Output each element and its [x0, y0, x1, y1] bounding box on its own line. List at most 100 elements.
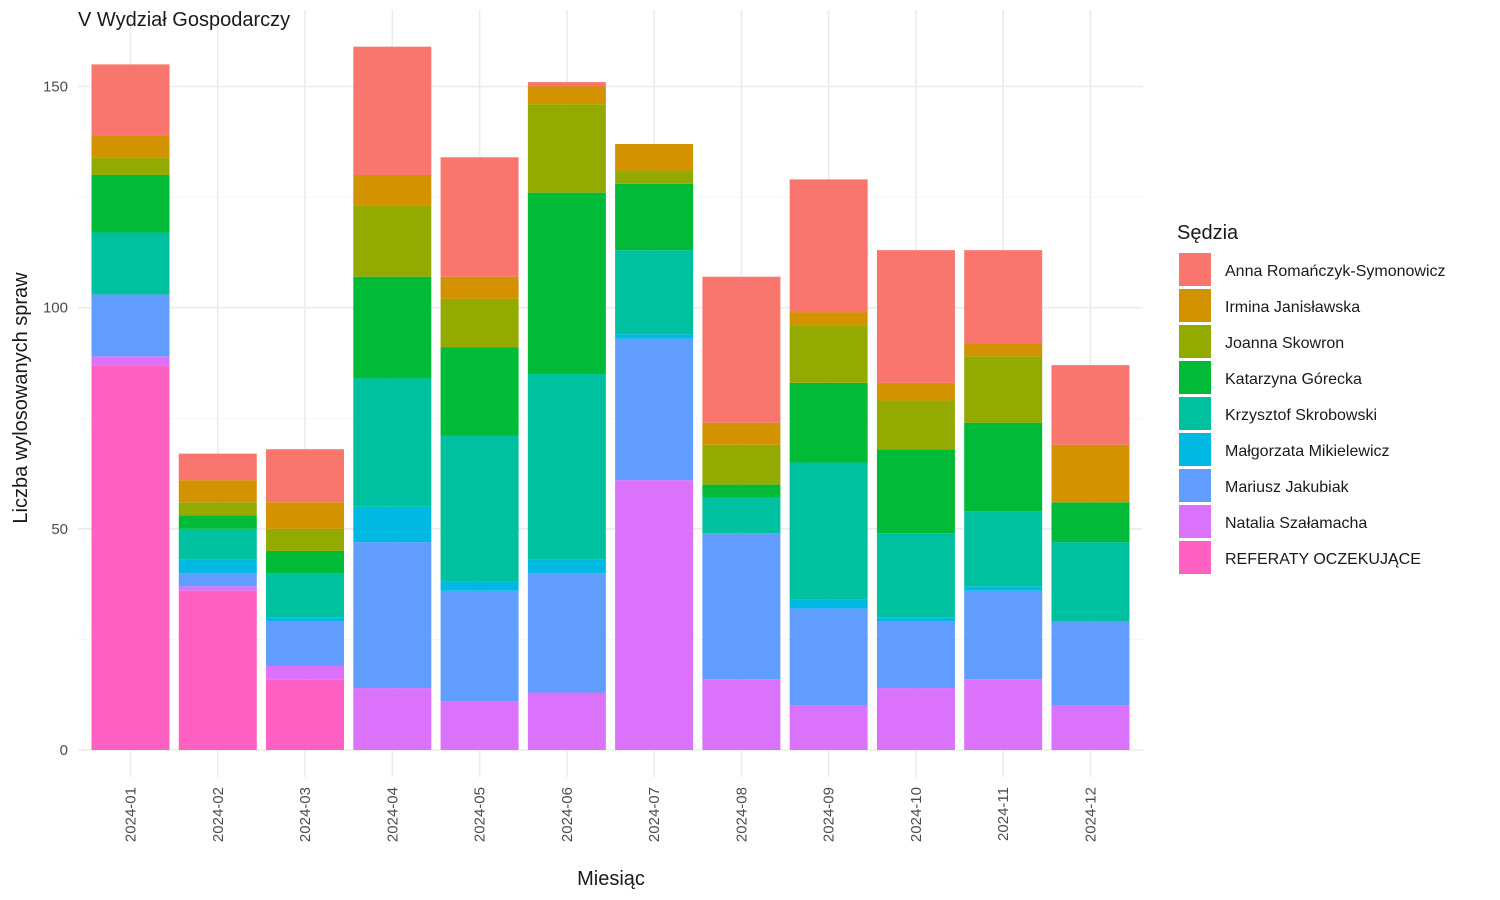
y-axis-title: Liczba wylosowanych spraw	[10, 272, 32, 524]
bar-segment	[266, 449, 345, 503]
bar-segment	[440, 701, 519, 750]
legend-swatch	[1179, 361, 1211, 394]
legend: Sędzia Anna Romańczyk-Symonowicz Irmina J…	[1177, 222, 1446, 574]
bar-segment	[527, 573, 606, 693]
legend-swatch	[1179, 469, 1211, 502]
bar-segment	[876, 617, 955, 622]
legend-swatch	[1179, 541, 1211, 574]
bar-segment	[615, 250, 694, 335]
bar-segment	[964, 590, 1043, 680]
bar-segment	[1051, 621, 1130, 706]
bar-segment	[876, 449, 955, 534]
x-tick-label: 2024-10	[908, 787, 925, 842]
bar-segment	[615, 334, 694, 339]
bar-segment	[789, 705, 868, 750]
bar-segment	[964, 586, 1043, 591]
bar-segment	[91, 232, 170, 295]
bar-segment	[266, 528, 345, 551]
bar-segment	[789, 325, 868, 383]
bar-segment	[1051, 542, 1130, 622]
bar-segment	[964, 422, 1043, 512]
legend-swatch	[1179, 397, 1211, 430]
bar-segment	[178, 480, 257, 503]
bar-segment	[353, 688, 432, 750]
bar-segment	[527, 374, 606, 560]
x-axis-title: Miesiąc	[577, 868, 645, 890]
bar-segment	[876, 250, 955, 383]
legend-swatch	[1179, 289, 1211, 322]
legend-swatch	[1179, 433, 1211, 466]
y-tick-label: 0	[60, 742, 68, 759]
bar-segment	[266, 679, 345, 750]
bar-segment	[178, 515, 257, 529]
x-tick-label: 2024-07	[646, 787, 663, 842]
bar-segment	[964, 356, 1043, 423]
bar-segment	[615, 338, 694, 481]
y-axis-ticks: 0 50 100 150	[43, 79, 68, 760]
bar-segment	[964, 250, 1043, 344]
bar-segment	[876, 688, 955, 750]
legend-label: REFERATY OCZEKUJĄCE	[1225, 551, 1421, 568]
bar-segment	[266, 621, 345, 666]
bar-segment	[353, 46, 432, 175]
bar-segment	[91, 64, 170, 136]
bar-segment	[702, 679, 781, 750]
bar-segment	[91, 135, 170, 158]
bar-segment	[615, 183, 694, 251]
bar-segment	[353, 378, 432, 507]
bar-segment	[91, 174, 170, 233]
legend-label: Anna Romańczyk-Symonowicz	[1225, 263, 1446, 280]
bar-segment	[876, 621, 955, 689]
y-tick-label: 50	[51, 521, 68, 538]
bar-segment	[789, 382, 868, 463]
bar-segment	[527, 86, 606, 105]
bar-segment	[440, 581, 519, 591]
legend-label: Krzysztof Skrobowski	[1225, 407, 1377, 424]
bar-segment	[91, 356, 170, 366]
bar-segment	[353, 542, 432, 689]
legend-title: Sędzia	[1177, 222, 1239, 244]
bar-segment	[353, 174, 432, 206]
x-tick-label: 2024-03	[297, 787, 314, 842]
x-tick-label: 2024-09	[821, 787, 838, 842]
legend-swatch	[1179, 505, 1211, 538]
bar-segment	[702, 276, 781, 423]
bar-segment	[789, 312, 868, 326]
bar-segment	[178, 559, 257, 574]
bar-segment	[91, 365, 170, 750]
bar-segment	[527, 692, 606, 750]
legend-swatch	[1179, 325, 1211, 358]
bar-segment	[789, 608, 868, 706]
y-tick-label: 150	[43, 79, 68, 96]
bar-segment	[266, 573, 345, 618]
x-axis-ticks: 2024-01 2024-02 2024-03 2024-04 2024-05 2024-…	[123, 787, 1100, 842]
bar-segment	[91, 294, 170, 357]
x-tick-label: 2024-06	[559, 787, 576, 842]
bar-segment	[440, 590, 519, 702]
bar-segment	[615, 144, 694, 171]
legend-swatch	[1179, 253, 1211, 286]
bar-segment	[702, 444, 781, 485]
legend-label: Irmina Janisławska	[1225, 299, 1360, 316]
x-tick-label: 2024-11	[995, 787, 1012, 841]
bar-segment	[527, 82, 606, 87]
x-tick-label: 2024-05	[472, 787, 489, 842]
bar-segment	[1051, 365, 1130, 445]
bar-segment	[178, 590, 257, 750]
bar-segment	[964, 343, 1043, 357]
x-tick-label: 2024-08	[733, 787, 750, 842]
bar-segment	[178, 453, 257, 481]
bar-segment	[91, 157, 170, 175]
bar-segment	[178, 586, 257, 591]
legend-label: Małgorzata Mikielewicz	[1225, 443, 1390, 460]
bar-segment	[702, 533, 781, 680]
bar-segment	[266, 617, 345, 622]
bar-segment	[1051, 444, 1130, 503]
bar-segment	[702, 422, 781, 445]
bar-segment	[440, 435, 519, 582]
bars	[91, 46, 1130, 750]
bar-segment	[1051, 705, 1130, 750]
bar-segment	[266, 665, 345, 680]
chart-title: V Wydział Gospodarczy	[78, 9, 290, 31]
